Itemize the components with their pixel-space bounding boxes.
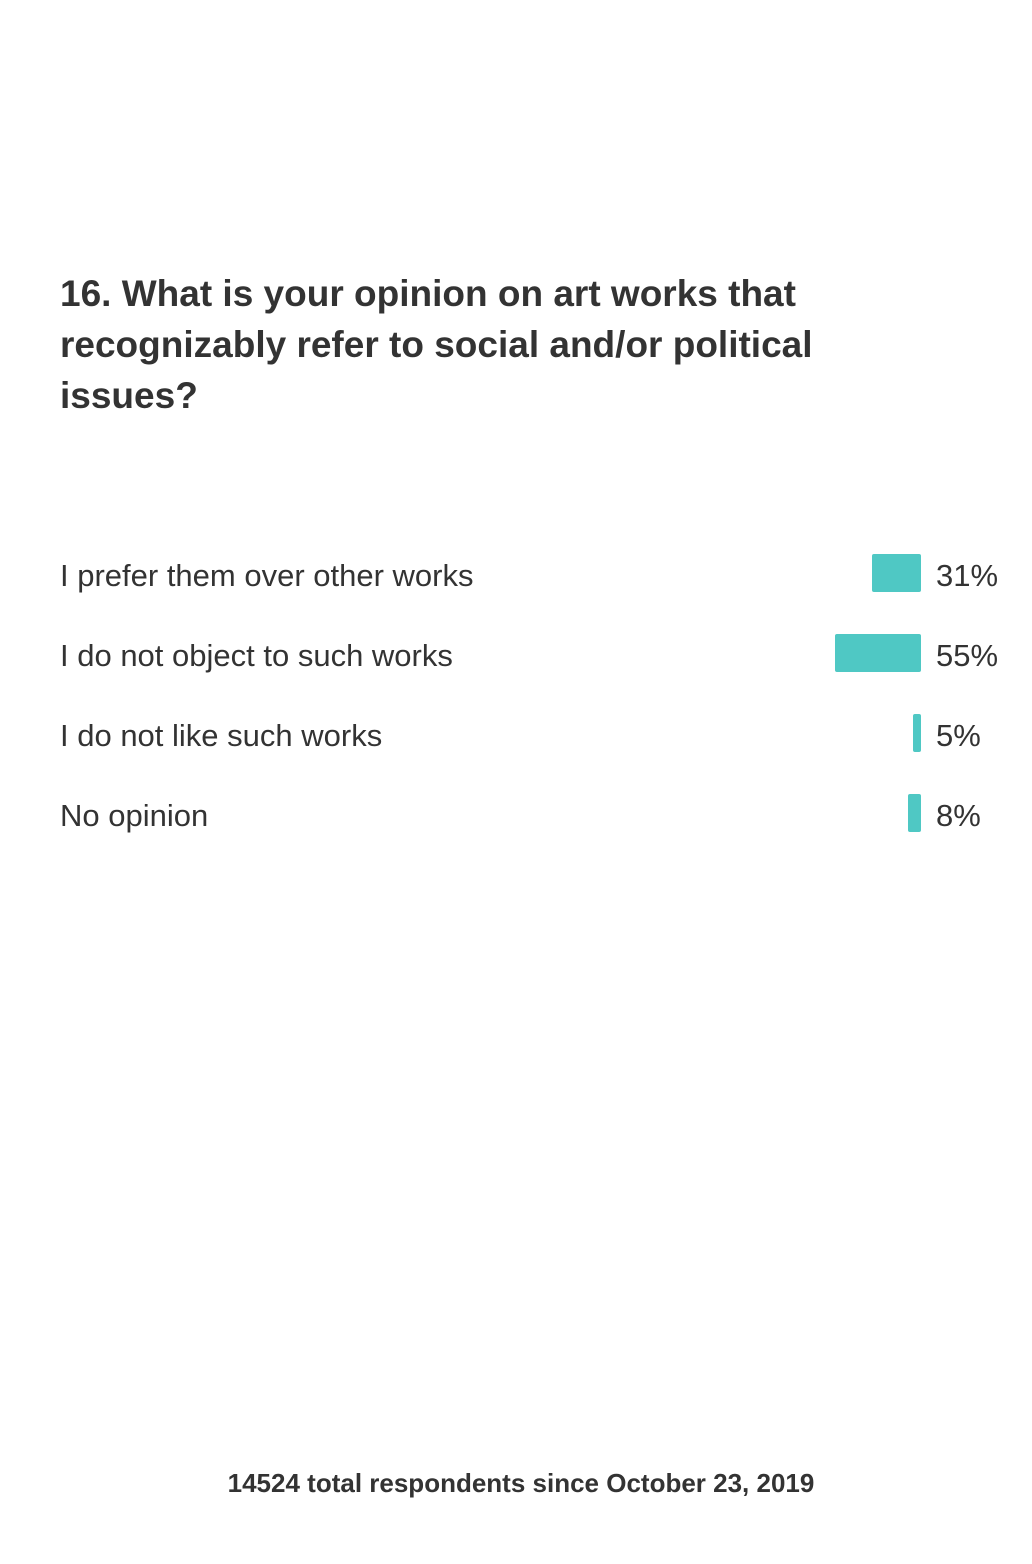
respondents-footer: 14524 total respondents since October 23… bbox=[227, 1468, 815, 1498]
result-label: I do not like such works bbox=[60, 718, 383, 753]
result-value: 55% bbox=[936, 638, 999, 673]
result-value: 31% bbox=[936, 558, 999, 593]
result-row: I prefer them over other works 31% bbox=[60, 550, 1002, 630]
result-bar bbox=[913, 714, 921, 752]
result-label: I prefer them over other works bbox=[60, 558, 474, 593]
result-bar bbox=[872, 554, 921, 592]
result-label: No opinion bbox=[60, 798, 209, 833]
result-bar bbox=[835, 634, 921, 672]
question-title: 16. What is your opinion on art works th… bbox=[60, 273, 813, 416]
results-chart: I prefer them over other works 31% I do no… bbox=[60, 550, 1002, 870]
result-row: I do not like such works 5% bbox=[60, 710, 1002, 790]
result-row: No opinion 8% bbox=[60, 790, 1002, 870]
result-value: 8% bbox=[936, 798, 981, 833]
result-label: I do not object to such works bbox=[60, 638, 453, 673]
result-value: 5% bbox=[936, 718, 981, 753]
result-bar bbox=[908, 794, 921, 832]
result-row: I do not object to such works 55% bbox=[60, 630, 1002, 710]
